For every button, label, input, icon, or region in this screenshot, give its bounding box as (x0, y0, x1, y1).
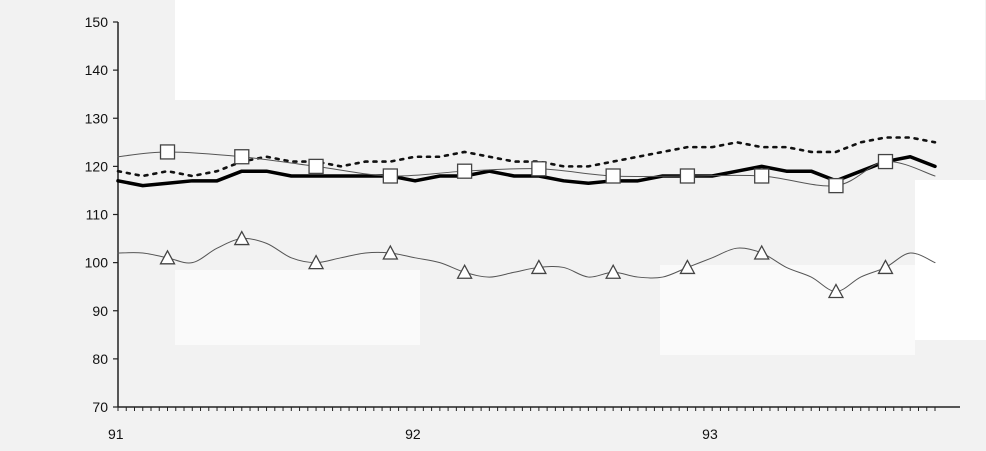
triangle-marker (605, 263, 622, 279)
series-1 (116, 155, 937, 188)
chart-bg-block (915, 180, 986, 340)
triangle-marker (753, 244, 770, 260)
triangle-marker (233, 230, 250, 246)
chart-axes (113, 21, 960, 411)
triangle-marker (382, 244, 399, 260)
square-marker (754, 168, 770, 184)
square-marker (605, 168, 621, 184)
x-tick-label: 93 (702, 426, 718, 442)
triangle-marker (827, 283, 845, 299)
series-line (117, 237, 936, 292)
y-tick-label: 120 (85, 158, 109, 174)
y-tick-label: 130 (85, 110, 109, 126)
triangle-marker (877, 259, 894, 275)
triangle-marker (530, 259, 547, 275)
chart-bg-block (175, 270, 420, 345)
triangle-marker (159, 249, 176, 265)
square-marker (382, 168, 398, 184)
y-tick-label: 110 (86, 207, 109, 223)
square-marker (234, 149, 250, 165)
square-marker (828, 177, 844, 194)
x-tick-label: 91 (108, 426, 124, 442)
y-tick-label: 90 (92, 303, 108, 319)
chart-bg-block (660, 265, 915, 355)
y-tick-label: 140 (85, 62, 109, 78)
y-tick-label: 80 (92, 351, 108, 367)
square-marker (531, 161, 547, 177)
square-marker (159, 144, 176, 160)
chart-series-group (116, 136, 937, 299)
series-line (116, 136, 937, 178)
y-tick-label: 100 (85, 255, 109, 271)
square-marker (308, 158, 324, 175)
square-marker (877, 153, 894, 170)
series-2 (117, 144, 936, 194)
square-marker (456, 163, 473, 179)
triangle-marker (456, 263, 473, 279)
triangle-marker (679, 259, 696, 275)
x-tick-label: 92 (405, 426, 421, 442)
square-marker (679, 168, 696, 184)
series-0 (116, 136, 937, 178)
chart-bg-block (175, 0, 985, 100)
chart-tick-labels: 70 80 90 100 110 120 130 140 150 91 92 93 (85, 14, 718, 442)
y-tick-label: 70 (92, 399, 108, 415)
y-tick-label: 150 (85, 14, 109, 30)
series-line (116, 155, 937, 188)
series-3 (117, 230, 936, 299)
triangle-marker (307, 254, 325, 270)
